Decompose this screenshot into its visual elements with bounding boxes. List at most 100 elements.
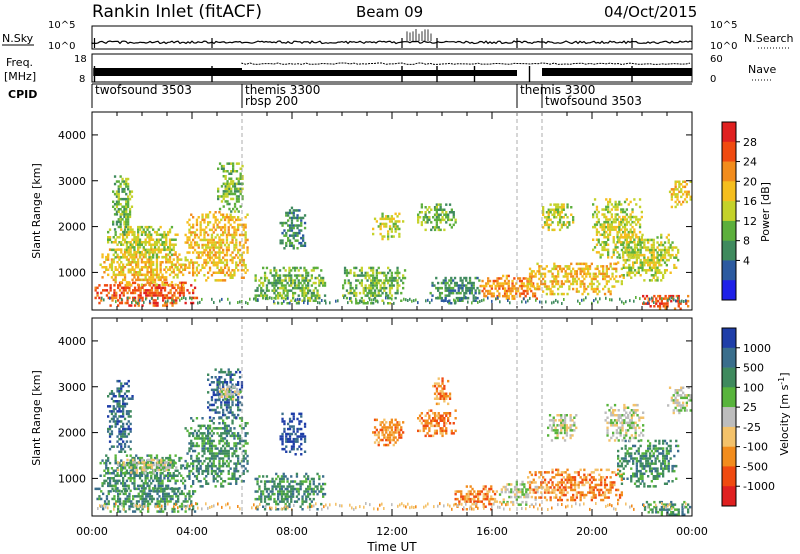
velocity-cell [147, 502, 150, 506]
power-cell [207, 221, 210, 224]
power-cell [478, 291, 481, 295]
power-cell [372, 279, 375, 282]
power-cell [218, 279, 221, 282]
power-cell [633, 251, 636, 254]
velocity-cell [120, 390, 123, 393]
power-cell [133, 273, 136, 277]
velocity-cell [132, 497, 135, 501]
velocity-cell [233, 444, 236, 448]
power-cell [165, 278, 168, 282]
power-cell [637, 256, 640, 259]
power-cell [483, 287, 486, 290]
power-cell [372, 294, 375, 297]
date-title: 04/Oct/2015 [604, 3, 697, 21]
power-cell [128, 215, 132, 219]
power-cell [607, 218, 610, 221]
velocity-cell [103, 482, 106, 485]
velocity-cell [222, 444, 225, 448]
velocity-cell [132, 458, 135, 462]
power-cell [667, 248, 670, 252]
power-cell [231, 274, 234, 277]
power-cell [165, 233, 168, 236]
power-cell [154, 304, 157, 307]
power-cell [113, 203, 117, 206]
power-cell [444, 294, 447, 297]
power-cell [538, 287, 541, 291]
power-cell [145, 291, 148, 295]
velocity-cell [122, 402, 125, 406]
power-cell [660, 241, 663, 244]
power-cell [553, 262, 556, 266]
power-cell [235, 246, 238, 249]
power-cell [620, 228, 623, 231]
power-cell [165, 281, 169, 285]
power-cell [157, 248, 160, 252]
power-cell [175, 299, 178, 302]
power-cell [235, 207, 239, 211]
power-cell [216, 256, 219, 259]
power-cell [555, 203, 558, 206]
power-cell [148, 253, 151, 256]
power-cell [129, 271, 132, 274]
power-cell [532, 292, 535, 295]
power-cell [622, 243, 625, 246]
power-cell [564, 272, 567, 276]
velocity-cell [108, 420, 112, 423]
power-cell [640, 236, 643, 239]
velocity-cell [203, 477, 206, 480]
power-cell [653, 305, 656, 308]
power-cell [233, 228, 236, 232]
power-cell [656, 269, 659, 272]
velocity-cell [216, 427, 219, 430]
power-cell [125, 218, 128, 221]
velocity-cell [212, 439, 215, 443]
power-colorbar-swatch [722, 240, 736, 261]
power-cell [280, 294, 284, 297]
power-cell [625, 236, 628, 239]
power-cell [513, 294, 516, 298]
power-cell [240, 256, 244, 259]
power-cell [197, 263, 200, 267]
power-cell [153, 278, 157, 282]
power-cell [373, 284, 377, 287]
power-cell [115, 210, 119, 213]
power-cell [570, 282, 573, 286]
velocity-cell [227, 454, 230, 458]
power-cell [125, 208, 128, 211]
velocity-cell [193, 437, 197, 440]
power-cell [360, 274, 363, 277]
power-cell [662, 302, 665, 305]
power-cell [152, 281, 155, 284]
power-cell [545, 211, 549, 214]
power-cell [387, 281, 390, 285]
power-cell [227, 228, 230, 232]
power-cell [438, 296, 442, 300]
power-cell [150, 225, 153, 229]
power-cell [447, 218, 450, 222]
velocity-cell [244, 442, 247, 445]
power-cell [192, 246, 195, 249]
power-cell [528, 272, 532, 276]
power-cell [208, 253, 212, 257]
velocity-cell [161, 459, 164, 462]
power-cell [622, 253, 625, 257]
power-cell [125, 255, 129, 259]
power-cell [562, 223, 565, 227]
velocity-cell [222, 485, 225, 488]
power-cell [155, 253, 159, 257]
power-cell [551, 301, 553, 305]
power-echo-region [342, 266, 407, 305]
velocity-cell [128, 505, 131, 508]
power-cell [180, 286, 184, 290]
power-cell [281, 231, 284, 235]
power-cell [227, 243, 230, 247]
power-cell [218, 251, 221, 254]
power-cell [375, 286, 378, 290]
power-cell [155, 241, 159, 244]
velocity-cell [212, 391, 215, 394]
power-cell [235, 218, 238, 222]
velocity-cell [197, 472, 200, 475]
velocity-cell [184, 500, 187, 503]
power-cell [639, 243, 642, 247]
power-cell [607, 208, 610, 211]
